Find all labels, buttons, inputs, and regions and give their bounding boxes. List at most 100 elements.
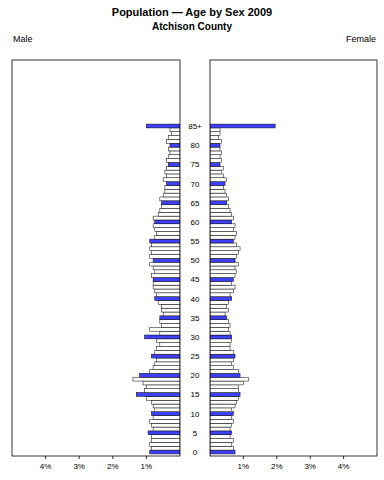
bar bbox=[210, 155, 220, 159]
tick bbox=[343, 456, 344, 459]
bar bbox=[210, 159, 222, 163]
bar bbox=[210, 262, 238, 266]
subtitle: Atchison County bbox=[152, 21, 232, 32]
bar bbox=[158, 301, 180, 305]
bar bbox=[146, 385, 180, 389]
tick bbox=[276, 456, 277, 459]
bar bbox=[210, 220, 232, 224]
age-label: 45 bbox=[191, 275, 200, 284]
bar bbox=[145, 335, 180, 339]
bar bbox=[167, 139, 180, 143]
panel-label: Female bbox=[346, 34, 376, 44]
bar bbox=[210, 258, 235, 262]
bar bbox=[150, 254, 180, 258]
bar bbox=[210, 358, 233, 362]
age-label: 10 bbox=[191, 410, 200, 419]
bar bbox=[210, 416, 232, 420]
bar bbox=[143, 381, 180, 385]
bar bbox=[155, 270, 180, 274]
bar bbox=[210, 124, 275, 128]
tick-label: 1% bbox=[238, 462, 250, 471]
bar bbox=[210, 139, 222, 143]
bar bbox=[210, 354, 235, 358]
panel-label: Male bbox=[13, 34, 33, 44]
bar bbox=[150, 370, 180, 374]
age-label: 20 bbox=[191, 371, 200, 380]
bar bbox=[210, 254, 237, 258]
bar bbox=[156, 293, 180, 297]
bar bbox=[210, 347, 230, 351]
bar bbox=[160, 316, 180, 320]
tick-label: 3% bbox=[304, 462, 316, 471]
bar bbox=[160, 331, 180, 335]
bar bbox=[210, 208, 230, 212]
bar bbox=[145, 389, 180, 393]
bar bbox=[210, 239, 233, 243]
bar bbox=[151, 439, 180, 443]
bar bbox=[210, 335, 232, 339]
age-label: 5 bbox=[193, 429, 198, 438]
bar bbox=[210, 408, 232, 412]
bar bbox=[210, 182, 225, 186]
bar bbox=[210, 308, 228, 312]
age-label: 0 bbox=[193, 448, 198, 457]
bar bbox=[210, 324, 230, 328]
tick-label: 2% bbox=[107, 462, 119, 471]
age-label: 70 bbox=[191, 180, 200, 189]
bar bbox=[210, 293, 230, 297]
age-label: 65 bbox=[191, 199, 200, 208]
age-label: 50 bbox=[191, 256, 200, 265]
bar bbox=[210, 301, 228, 305]
tick bbox=[146, 456, 147, 459]
bar bbox=[153, 427, 180, 431]
bar bbox=[155, 228, 180, 232]
bar bbox=[168, 155, 180, 159]
age-label: 60 bbox=[191, 218, 200, 227]
age-label: 15 bbox=[191, 390, 200, 399]
bar bbox=[165, 170, 180, 174]
bar bbox=[155, 408, 180, 412]
bar bbox=[210, 304, 227, 308]
bar bbox=[210, 228, 233, 232]
bar bbox=[210, 212, 232, 216]
age-label: 25 bbox=[191, 352, 200, 361]
bar bbox=[210, 393, 240, 397]
tick-label: 3% bbox=[73, 462, 85, 471]
bar bbox=[210, 281, 232, 285]
bar bbox=[210, 277, 233, 281]
bar bbox=[153, 404, 180, 408]
bar bbox=[150, 327, 180, 331]
bar bbox=[136, 393, 180, 397]
bar bbox=[210, 274, 235, 278]
bar bbox=[210, 450, 235, 454]
bar bbox=[167, 182, 180, 186]
bar bbox=[210, 270, 237, 274]
bar bbox=[210, 362, 232, 366]
bar bbox=[163, 178, 180, 182]
bar bbox=[153, 366, 180, 370]
bar bbox=[153, 277, 180, 281]
male-bars bbox=[133, 124, 180, 454]
bar bbox=[155, 350, 180, 354]
bar bbox=[151, 400, 180, 404]
tick bbox=[79, 456, 80, 459]
bar bbox=[210, 197, 228, 201]
bar bbox=[210, 343, 230, 347]
bar bbox=[156, 231, 180, 235]
bar bbox=[155, 362, 180, 366]
bar bbox=[210, 231, 237, 235]
bar bbox=[168, 147, 180, 151]
bar bbox=[162, 308, 180, 312]
bar bbox=[168, 136, 180, 140]
bar bbox=[168, 162, 180, 166]
bar bbox=[146, 396, 180, 400]
bar bbox=[210, 266, 235, 270]
frame bbox=[210, 60, 377, 456]
bar bbox=[150, 442, 180, 446]
bar bbox=[153, 266, 180, 270]
bar bbox=[210, 435, 230, 439]
bar bbox=[210, 400, 237, 404]
bar bbox=[210, 224, 235, 228]
bar bbox=[210, 404, 235, 408]
bar bbox=[210, 178, 227, 182]
